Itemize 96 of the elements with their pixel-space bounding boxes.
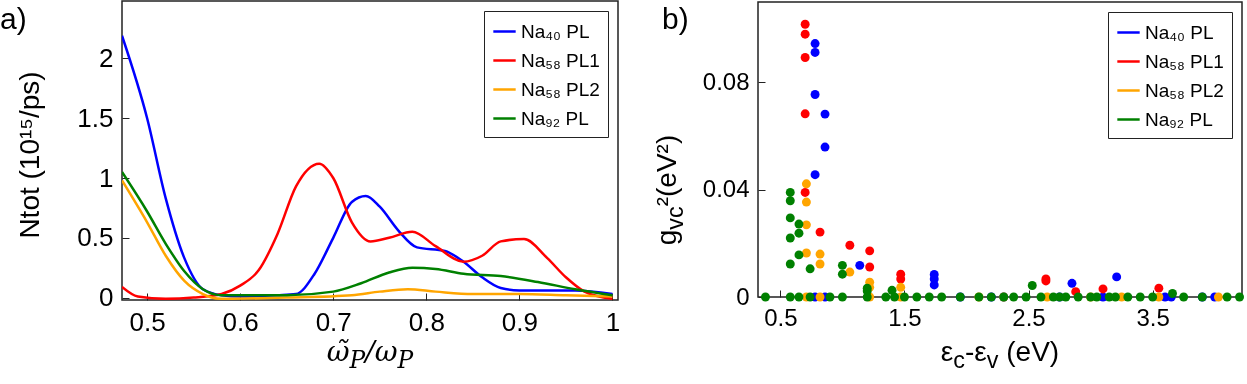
point (929, 280, 939, 290)
x-axis-title: ω̃$_{P}$/ω$_{P}$ (326, 335, 414, 374)
point (1092, 292, 1102, 302)
point (801, 248, 811, 258)
y-tick-label: 0 (736, 282, 750, 310)
point (815, 259, 825, 269)
point (810, 170, 820, 180)
point (837, 269, 847, 279)
legend-label: Na₄₀ PL (521, 20, 590, 42)
point (1179, 292, 1189, 302)
point (785, 213, 795, 223)
point (794, 228, 804, 238)
x-tick-label: 0.5 (764, 303, 798, 331)
x-tick-label: 0.5 (129, 306, 166, 337)
point (810, 47, 820, 57)
point (785, 292, 795, 302)
chart-title: a) (0, 2, 27, 35)
point (1222, 292, 1232, 302)
chart-title: b) (662, 2, 689, 35)
point (800, 19, 810, 29)
point (1123, 292, 1133, 302)
y-tick-label: 1 (99, 162, 114, 193)
point (820, 109, 830, 119)
legend-label: Na₅₈ PL2 (521, 78, 600, 100)
point (1009, 292, 1019, 302)
point (896, 282, 906, 292)
point (800, 187, 810, 197)
point (760, 292, 770, 302)
x-tick-label: 0.8 (408, 306, 445, 337)
point (837, 260, 847, 270)
point (805, 264, 815, 274)
point (800, 53, 810, 62)
point (1027, 281, 1037, 290)
x-tick-label: 1 (605, 306, 621, 337)
point (820, 142, 830, 152)
point (1073, 292, 1083, 302)
legend-label: Na₅₈ PL2 (1145, 79, 1224, 101)
point (1112, 272, 1122, 282)
point (924, 292, 934, 302)
point (845, 240, 855, 250)
point (837, 292, 847, 302)
point (865, 262, 875, 272)
point (794, 292, 804, 302)
point (801, 220, 811, 230)
point (794, 219, 804, 229)
point (1021, 292, 1031, 302)
point (801, 179, 811, 189)
point (785, 187, 795, 197)
point (881, 292, 891, 302)
legend-label: Na₅₈ PL1 (521, 49, 600, 71)
point (815, 292, 825, 302)
x-axis-title: ε$_{c}$-ε$_{v}$ (eV) (940, 336, 1060, 373)
point (785, 259, 795, 269)
point (785, 196, 795, 206)
point (890, 292, 899, 302)
point (805, 292, 815, 302)
legend-label: Na₉₂ PL (1145, 108, 1213, 130)
y-axis-title: Ntot (10¹⁵/ps) (14, 71, 45, 239)
point (801, 197, 811, 207)
x-tick-label: 0.9 (501, 306, 538, 337)
point (785, 233, 795, 243)
x-tick-label: 3.5 (1136, 303, 1170, 331)
point (1061, 292, 1071, 302)
y-tick-label: 1.5 (77, 102, 114, 133)
point (800, 29, 810, 39)
point (810, 90, 820, 99)
point (1036, 292, 1046, 302)
point (794, 250, 804, 260)
point (800, 109, 810, 119)
point (810, 39, 820, 49)
x-tick-label: 0.6 (222, 306, 259, 337)
y-tick-label: 0.04 (702, 175, 750, 203)
legend-label: Na₄₀ PL (1145, 21, 1214, 43)
x-tick-label: 0.7 (315, 306, 352, 337)
x-tick-label: 1.5 (888, 303, 922, 331)
point (825, 292, 835, 302)
point (855, 260, 865, 270)
legend-label: Na₉₂ PL (521, 107, 589, 129)
point (1168, 289, 1177, 298)
point (1067, 278, 1077, 288)
point (815, 227, 825, 237)
point (1148, 292, 1158, 302)
point (937, 292, 947, 302)
x-tick-label: 2.5 (1012, 303, 1046, 331)
legend-label: Na₅₈ PL1 (1145, 50, 1224, 72)
point (815, 249, 825, 259)
point (1135, 292, 1145, 302)
point (1154, 283, 1164, 293)
point (1235, 292, 1244, 302)
point (912, 292, 922, 302)
y-tick-label: 2 (99, 42, 114, 73)
y-tick-label: 0.5 (77, 222, 114, 253)
point (1098, 284, 1108, 294)
point (865, 246, 875, 256)
y-tick-label: 0 (99, 282, 114, 313)
y-tick-label: 0.08 (702, 67, 750, 95)
